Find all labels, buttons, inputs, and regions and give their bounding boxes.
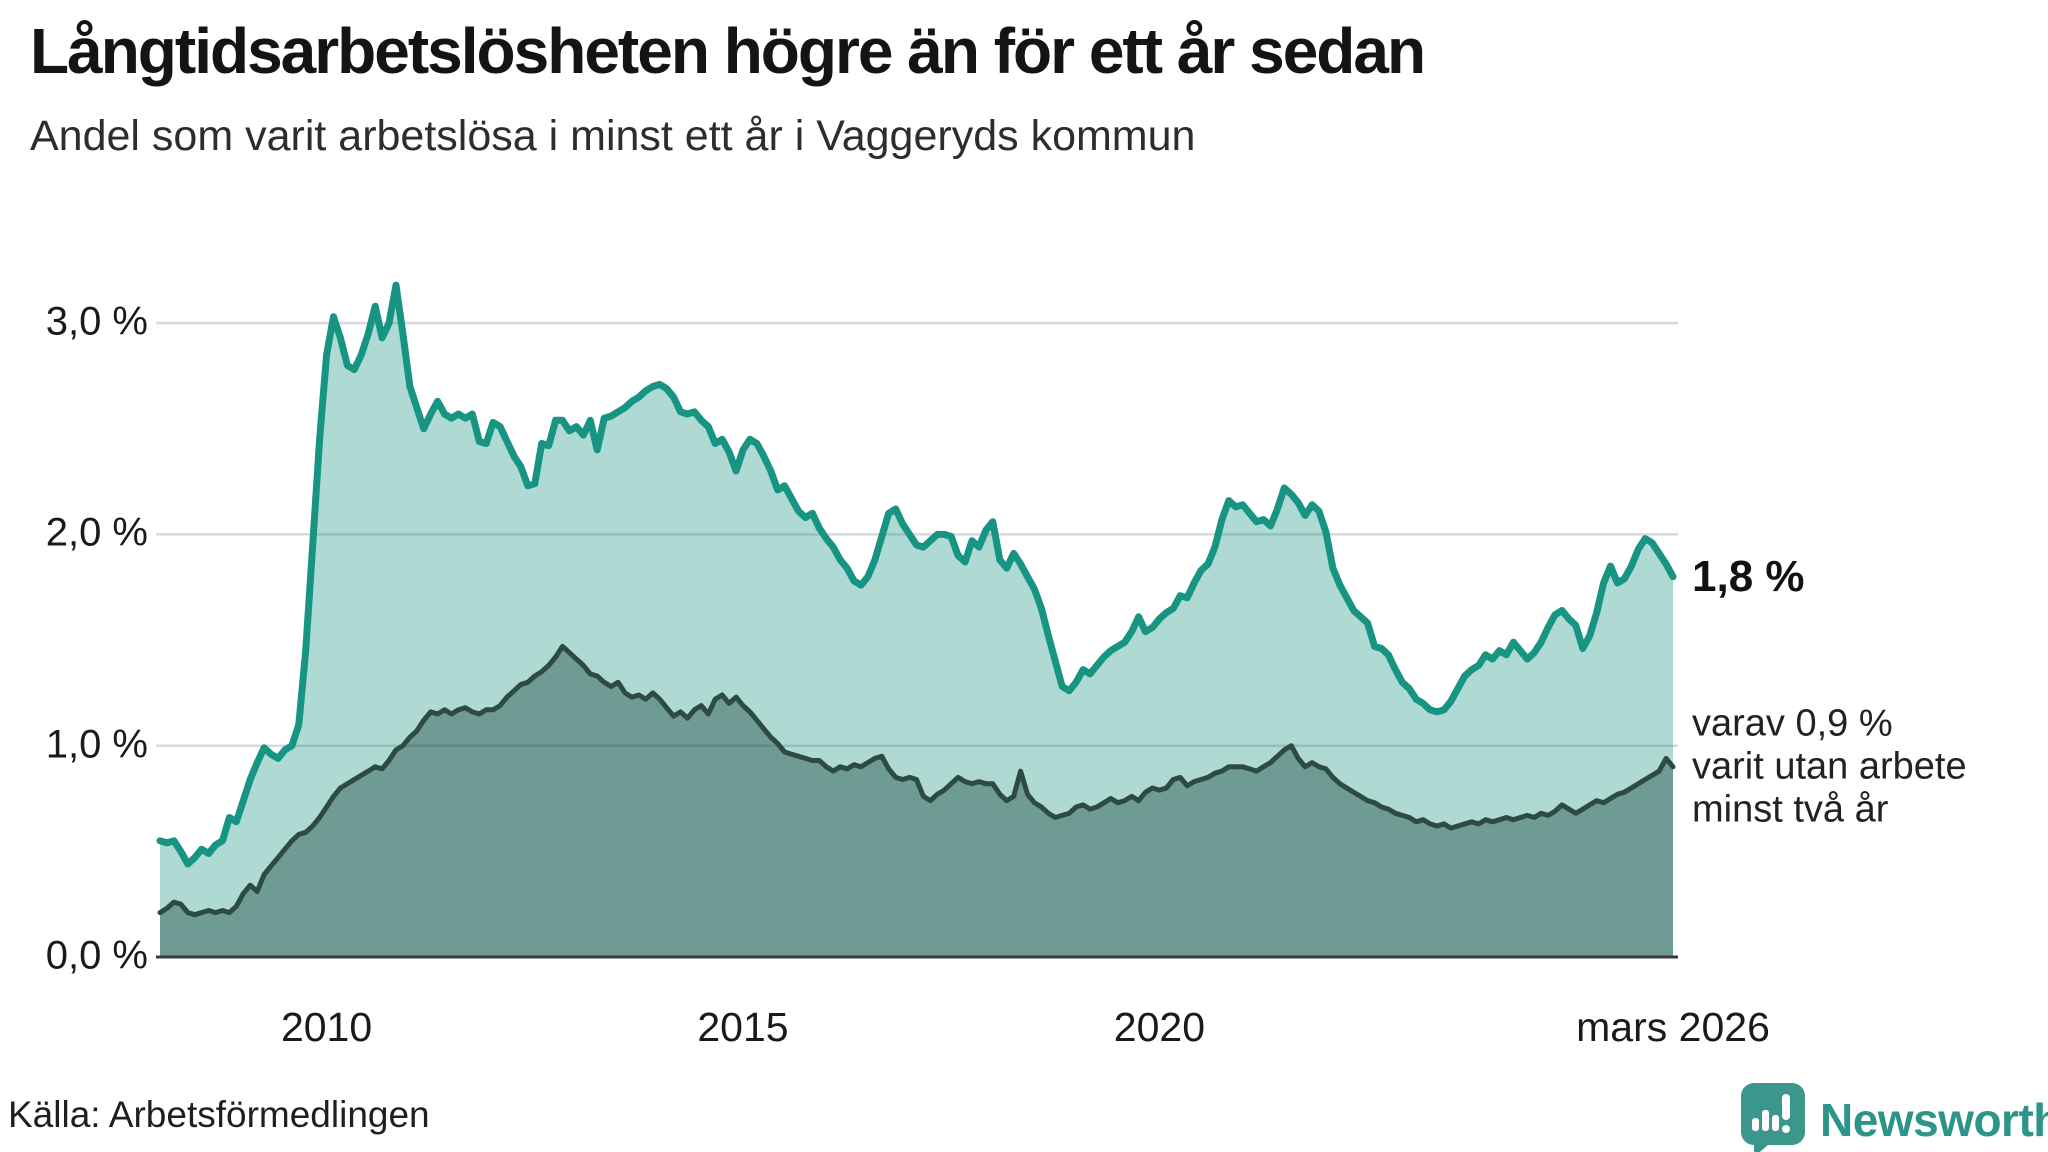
page-subtitle: Andel som varit arbetslösa i minst ett å…: [30, 112, 1196, 160]
x-axis-tick-label: mars 2026: [1576, 1004, 1770, 1050]
speech-bubble-bar-chart-icon: [1741, 1083, 1805, 1152]
x-axis-tick-label: 2010: [280, 1004, 373, 1050]
page-title: Långtidsarbetslösheten högre än för ett …: [30, 15, 1426, 87]
y-axis-tick-label: 3,0 %: [45, 299, 148, 344]
x-axis-tick-label: 2020: [1113, 1004, 1206, 1050]
series-end-value-label: 1,8 %: [1692, 551, 1805, 601]
x-axis-tick-label: 2015: [697, 1004, 789, 1050]
y-axis-tick-label: 0,0 %: [45, 933, 148, 978]
series-end-note-line: minst två år: [1692, 788, 1889, 831]
newsworthy-logo: Newsworthy: [1740, 1082, 2048, 1152]
series-end-note-line: varav 0,9 %: [1692, 702, 1893, 745]
y-axis-tick-label: 1,0 %: [45, 722, 148, 767]
newsworthy-logo-text: Newsworthy: [1820, 1094, 2048, 1146]
y-axis-tick-label: 2,0 %: [45, 510, 148, 555]
series-end-note: varav 0,9 % varit utan arbete minst två …: [1692, 702, 1967, 831]
source-credit: Källa: Arbetsförmedlingen: [8, 1094, 430, 1135]
series-end-note-line: varit utan arbete: [1692, 745, 1967, 788]
